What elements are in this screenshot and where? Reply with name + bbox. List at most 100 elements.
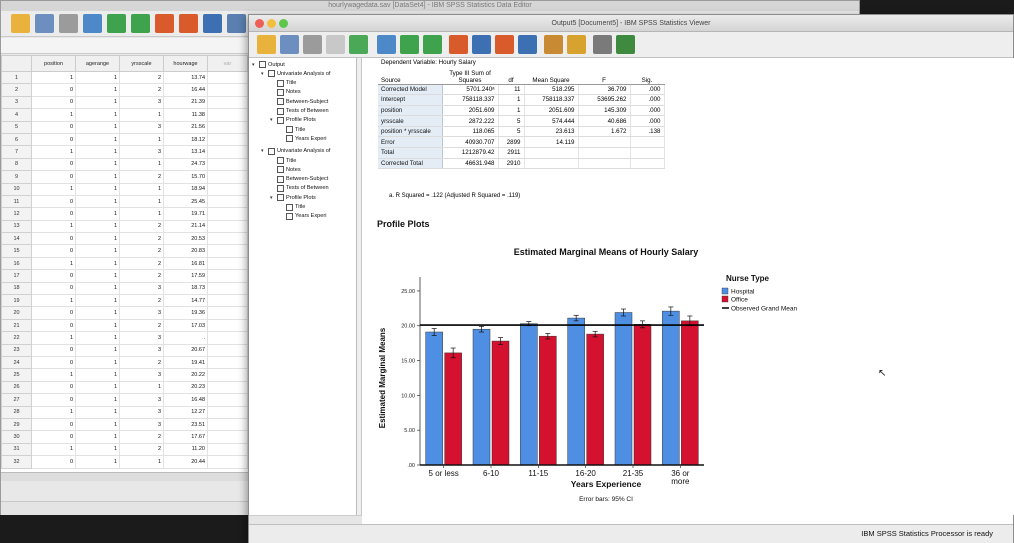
data-cell[interactable]: 0: [31, 269, 76, 283]
outline-item[interactable]: Tests of Between: [270, 184, 329, 193]
data-cell[interactable]: 1: [75, 95, 120, 110]
data-cell[interactable]: 0: [31, 244, 76, 258]
data-cell[interactable]: 16.81: [163, 256, 208, 271]
data-cell[interactable]: 20.23: [163, 380, 208, 395]
data-cell[interactable]: [207, 120, 248, 134]
recall-dialog-icon[interactable]: [377, 35, 396, 54]
data-cell[interactable]: [207, 343, 248, 358]
data-cell[interactable]: 3: [119, 281, 164, 296]
data-cell[interactable]: [207, 442, 248, 457]
row-number[interactable]: 11: [1, 194, 32, 209]
data-cell[interactable]: 1: [75, 417, 120, 432]
data-cell[interactable]: 17.03: [163, 318, 208, 333]
redo-icon[interactable]: [423, 35, 442, 54]
data-cell[interactable]: 2: [119, 232, 164, 246]
data-cell[interactable]: 1: [119, 194, 164, 209]
data-cell[interactable]: 0: [31, 281, 76, 296]
data-cell[interactable]: 3: [119, 417, 164, 432]
data-cell[interactable]: [207, 318, 248, 333]
data-cell[interactable]: 1: [75, 83, 120, 97]
data-cell[interactable]: 1: [31, 108, 76, 122]
row-number[interactable]: 24: [1, 355, 32, 370]
data-cell[interactable]: 1: [75, 442, 120, 457]
data-cell[interactable]: 1: [31, 145, 76, 159]
data-cell[interactable]: 0: [31, 207, 76, 221]
pane-splitter[interactable]: [357, 58, 362, 515]
row-number[interactable]: 2: [1, 83, 32, 97]
outline-item[interactable]: ▾ Univariate Analysis of: [261, 69, 330, 78]
data-cell[interactable]: 1: [31, 331, 76, 345]
data-cell[interactable]: [207, 244, 248, 258]
data-cell[interactable]: 1: [75, 219, 120, 234]
data-cell[interactable]: 1: [119, 132, 164, 147]
undo-icon[interactable]: [400, 35, 419, 54]
data-cell[interactable]: 20.44: [163, 455, 208, 469]
data-cell[interactable]: 21.14: [163, 219, 208, 234]
row-number[interactable]: 26: [1, 380, 32, 395]
data-cell[interactable]: 19.41: [163, 355, 208, 370]
data-cell[interactable]: [207, 294, 248, 308]
column-header[interactable]: agerange: [75, 55, 120, 72]
data-cell[interactable]: 16.48: [163, 393, 208, 407]
outline-item[interactable]: Between-Subject: [270, 97, 328, 106]
open-folder-icon[interactable]: [11, 14, 30, 33]
row-number[interactable]: 32: [1, 455, 32, 469]
column-header[interactable]: var: [207, 55, 248, 72]
row-number[interactable]: 21: [1, 318, 32, 333]
data-cell[interactable]: 13.14: [163, 145, 208, 159]
data-cell[interactable]: 18.12: [163, 132, 208, 147]
data-cell[interactable]: [207, 145, 248, 159]
export-icon[interactable]: [349, 35, 368, 54]
data-cell[interactable]: [207, 232, 248, 246]
data-cell[interactable]: 2: [119, 430, 164, 444]
data-cell[interactable]: 1: [75, 120, 120, 134]
row-number[interactable]: 30: [1, 430, 32, 444]
row-number[interactable]: 8: [1, 157, 32, 172]
data-cell[interactable]: 3: [119, 95, 164, 110]
data-cell[interactable]: 2: [119, 355, 164, 370]
row-number[interactable]: 4: [1, 108, 32, 122]
data-cell[interactable]: 12.27: [163, 405, 208, 419]
data-cell[interactable]: 1: [75, 207, 120, 221]
data-cell[interactable]: 1: [75, 343, 120, 358]
save-icon[interactable]: [35, 14, 54, 33]
data-cell[interactable]: [207, 417, 248, 432]
data-cell[interactable]: 0: [31, 393, 76, 407]
data-cell[interactable]: 0: [31, 132, 76, 147]
cell-editor-bar[interactable]: [1, 38, 251, 54]
outline-item[interactable]: Notes: [270, 88, 301, 97]
row-number[interactable]: 5: [1, 120, 32, 134]
data-cell[interactable]: 1: [75, 430, 120, 444]
undo-icon[interactable]: [107, 14, 126, 33]
data-cell[interactable]: 1: [119, 380, 164, 395]
data-cell[interactable]: 1: [75, 70, 120, 85]
data-cell[interactable]: 11.20: [163, 442, 208, 457]
data-cell[interactable]: [207, 331, 248, 345]
row-number[interactable]: 6: [1, 132, 32, 147]
data-cell[interactable]: 0: [31, 430, 76, 444]
insert-output-icon[interactable]: [567, 35, 586, 54]
go-to-data-icon[interactable]: [449, 35, 468, 54]
variables-icon[interactable]: [203, 14, 222, 33]
outline-item[interactable]: Years Experi: [279, 134, 327, 143]
go-to-variable-icon[interactable]: [495, 35, 514, 54]
data-cell[interactable]: 15.70: [163, 170, 208, 184]
data-cell[interactable]: [207, 70, 248, 85]
data-cell[interactable]: 1: [119, 207, 164, 221]
outline-item[interactable]: Title: [279, 203, 305, 212]
row-number[interactable]: 15: [1, 244, 32, 258]
outline-item[interactable]: ▾ Profile Plots: [270, 116, 316, 125]
close-window-button[interactable]: [255, 19, 264, 28]
data-cell[interactable]: [207, 108, 248, 122]
data-cell[interactable]: 11.38: [163, 108, 208, 122]
data-cell[interactable]: 1: [75, 244, 120, 258]
outline-item[interactable]: Title: [270, 156, 296, 165]
data-cell[interactable]: 16.44: [163, 83, 208, 97]
data-cell[interactable]: [207, 170, 248, 184]
data-cell[interactable]: 1: [75, 306, 120, 320]
data-cell[interactable]: [207, 355, 248, 370]
data-cell[interactable]: 1: [31, 70, 76, 85]
data-cell[interactable]: 19.36: [163, 306, 208, 320]
outline-item[interactable]: ▾ Univariate Analysis of: [261, 147, 330, 156]
data-cell[interactable]: 1: [119, 157, 164, 172]
